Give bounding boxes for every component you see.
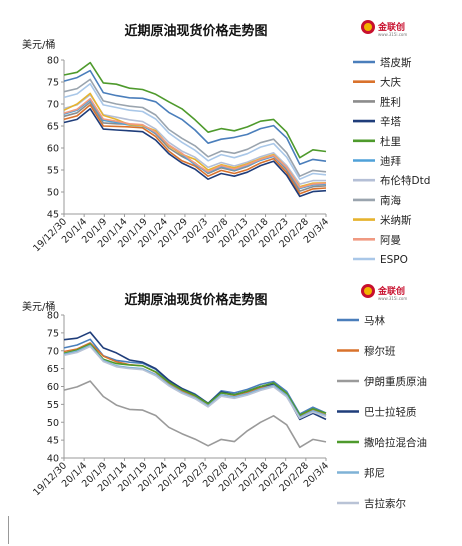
logo-text: 金联创 [377, 285, 405, 297]
brand-logo: 金联创 www.315i.com [361, 20, 407, 37]
legend-label: 伊朗重质原油 [364, 375, 427, 388]
series-line [63, 69, 327, 166]
y-tick-label: 75 [47, 78, 59, 89]
y-tick-label: 80 [47, 311, 59, 322]
logo-subtext: www.315i.com [378, 296, 407, 301]
legend-label: 辛塔 [380, 115, 401, 128]
y-tick-label: 55 [47, 166, 59, 177]
y-tick-label: 60 [47, 144, 59, 155]
series-line [63, 345, 327, 420]
series-line [63, 344, 327, 418]
legend-label: 吉拉索尔 [364, 497, 406, 510]
series-line [63, 83, 327, 180]
series-line [63, 104, 327, 195]
legend-label: 米纳斯 [380, 214, 412, 227]
logo-text: 金联创 [377, 21, 405, 33]
chart-title: 近期原油现货价格走势图 [124, 23, 267, 39]
page-edge-mark [0, 516, 9, 544]
y-tick-label: 60 [47, 382, 59, 393]
legend-label: 杜里 [380, 135, 401, 148]
y-axis-label: 美元/桶 [22, 300, 55, 313]
legend-label: ESPO [380, 254, 408, 266]
series-line [63, 108, 327, 198]
y-tick-label: 80 [47, 56, 59, 67]
series-line [63, 78, 327, 177]
legend-label: 马林 [364, 314, 385, 327]
legend-label: 大庆 [380, 76, 401, 89]
chart-panel-1: 近期原油现货价格走势图 美元/桶 金联创 www.315i.com 45 50 55… [22, 20, 430, 266]
y-axis-label: 美元/桶 [22, 38, 55, 51]
y-tick-label: 70 [47, 100, 59, 111]
y-tick-label: 70 [47, 346, 59, 357]
series-line [63, 338, 327, 415]
chart-2: 近期原油现货价格走势图 美元/桶 金联创 www.315i.com 40 45 50… [22, 284, 427, 510]
chart-panel-2: 近期原油现货价格走势图 美元/桶 金联创 www.315i.com 40 45 50… [0, 280, 462, 546]
legend-label: 邦尼 [364, 467, 385, 480]
series-line [63, 343, 327, 416]
legend-label: 穆尔班 [364, 345, 396, 358]
legend-label: 迪拜 [380, 156, 401, 168]
plot-area: 455055606570758019/12/3020/1/420/1/920/1… [31, 56, 331, 255]
legend-label: 阿曼 [380, 234, 401, 246]
chart-title: 近期原油现货价格走势图 [124, 292, 267, 308]
legend-label: 撒哈拉混合油 [364, 436, 427, 449]
series-line [63, 97, 327, 189]
y-tick-label: 45 [47, 436, 59, 447]
y-tick-label: 50 [47, 188, 59, 199]
series-line [63, 331, 327, 421]
y-tick-label: 45 [47, 210, 59, 221]
y-tick-label: 50 [47, 418, 59, 429]
y-tick-label: 40 [47, 454, 59, 465]
series-line [63, 61, 327, 159]
series-line [63, 380, 327, 449]
y-tick-label: 65 [47, 122, 59, 133]
legend-label: 胜利 [380, 96, 401, 108]
y-tick-label: 75 [47, 328, 59, 339]
series-line [63, 94, 326, 185]
brand-logo: 金联创 www.315i.com [361, 284, 407, 301]
legend-label: 塔皮斯 [380, 56, 412, 69]
y-tick-label: 65 [47, 364, 59, 375]
chart-1: 近期原油现货价格走势图 美元/桶 金联创 www.315i.com 45 50 55… [22, 20, 430, 266]
legend-label: 巴士拉轻质 [364, 406, 417, 419]
y-tick-label: 55 [47, 400, 59, 411]
legend-label: 布伦特Dtd [380, 174, 430, 187]
logo-subtext: www.315i.com [378, 32, 407, 37]
series-line [63, 342, 327, 418]
plot-area: 40455055606570758019/12/3020/1/420/1/920… [31, 311, 331, 499]
legend-label: 南海 [380, 194, 401, 207]
